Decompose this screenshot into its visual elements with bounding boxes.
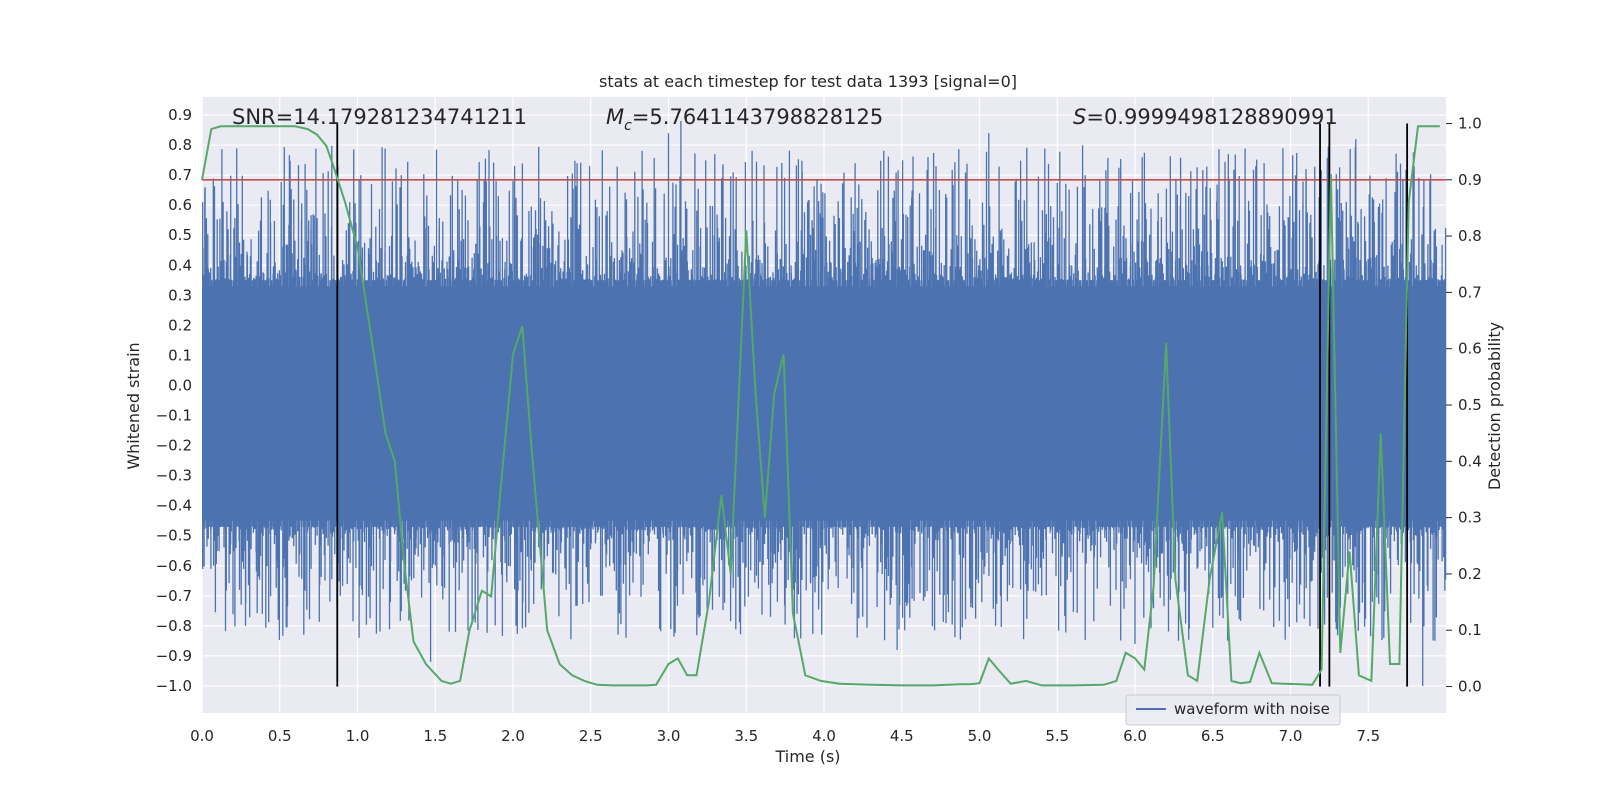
y-tick-label: −0.1 xyxy=(156,407,192,425)
x-axis-label: Time (s) xyxy=(774,747,840,766)
chirp-mass-subscript: c xyxy=(624,118,632,134)
chirp-mass-value: =5.7641143798828125 xyxy=(632,105,883,129)
snr-annotation: SNR=14.179281234741211 xyxy=(232,105,527,129)
y-tick-labels: 0.9 0.8 0.7 0.6 0.5 0.4 0.3 0.2 0.1 0.0 −0.1 −0.2 −0… xyxy=(156,106,192,695)
y2-tick-label: 0.6 xyxy=(1458,340,1482,358)
y-tick-label: −0.9 xyxy=(156,647,192,665)
s-symbol: S xyxy=(1073,105,1086,129)
y-tick-label: −0.3 xyxy=(156,467,192,485)
chirp-mass-annotation: Mc=5.7641143798828125 xyxy=(606,105,883,134)
y-tick-label: 0.8 xyxy=(168,136,192,154)
x-tick-label: 5.5 xyxy=(1045,727,1069,745)
y2-tick-label: 0.2 xyxy=(1458,565,1482,583)
y2-tick-labels: 1.0 0.9 0.8 0.7 0.6 0.5 0.4 0.3 0.2 0.1 0.0 xyxy=(1446,114,1482,696)
y-tick-label: −0.2 xyxy=(156,437,192,455)
x-tick-label: 4.5 xyxy=(890,727,914,745)
y-tick-label: −0.5 xyxy=(156,527,192,545)
s-value: =0.9999498128890991 xyxy=(1086,105,1337,129)
y-tick-label: 0.7 xyxy=(168,166,192,184)
y-tick-label: 0.6 xyxy=(168,196,192,214)
y-tick-label: 0.1 xyxy=(168,346,192,364)
x-tick-label: 6.0 xyxy=(1123,727,1147,745)
y2-tick-label: 1.0 xyxy=(1458,114,1482,132)
y-tick-label: −0.6 xyxy=(156,557,192,575)
legend-label: waveform with noise xyxy=(1174,700,1330,718)
y-axis-label: Whitened strain xyxy=(124,342,143,469)
y-tick-label: 0.5 xyxy=(168,226,192,244)
y-tick-label: −0.7 xyxy=(156,587,192,605)
x-tick-label: 6.5 xyxy=(1201,727,1225,745)
y-tick-label: 0.9 xyxy=(168,106,192,124)
y-tick-label: 0.3 xyxy=(168,286,192,304)
x-tick-label: 4.0 xyxy=(812,727,836,745)
y-tick-label: −0.4 xyxy=(156,497,192,515)
x-tick-label: 5.0 xyxy=(968,727,992,745)
y2-tick-label: 0.7 xyxy=(1458,283,1482,301)
x-tick-label: 2.0 xyxy=(501,727,525,745)
y-tick-label: 0.4 xyxy=(168,256,192,274)
y2-tick-label: 0.1 xyxy=(1458,621,1482,639)
x-tick-label: 2.5 xyxy=(579,727,603,745)
y2-tick-label: 0.4 xyxy=(1458,452,1482,470)
waveform-series xyxy=(202,121,1447,686)
y2-tick-label: 0.0 xyxy=(1458,678,1482,696)
x-tick-label: 1.0 xyxy=(346,727,370,745)
y-tick-label: 0.2 xyxy=(168,316,192,334)
chart-title: stats at each timestep for test data 139… xyxy=(599,72,1017,91)
x-tick-label: 0.5 xyxy=(268,727,292,745)
x-tick-label: 3.5 xyxy=(734,727,758,745)
legend-box xyxy=(1125,694,1341,726)
x-tick-label: 7.0 xyxy=(1279,727,1303,745)
y-tick-label: −1.0 xyxy=(156,677,192,695)
x-tick-label: 7.5 xyxy=(1356,727,1380,745)
x-tick-label: 3.0 xyxy=(657,727,681,745)
chirp-mass-symbol: M xyxy=(606,105,624,129)
legend: waveform with noise xyxy=(1125,694,1341,726)
y2-axis-label: Detection probability xyxy=(1485,322,1504,490)
x-tick-label: 1.5 xyxy=(423,727,447,745)
y2-tick-label: 0.8 xyxy=(1458,227,1482,245)
y2-tick-label: 0.5 xyxy=(1458,396,1482,414)
s-annotation: S=0.9999498128890991 xyxy=(1073,105,1338,129)
y-tick-label: −0.8 xyxy=(156,617,192,635)
y2-tick-label: 0.3 xyxy=(1458,509,1482,527)
detection-probability-line xyxy=(201,125,1440,687)
x-tick-label: 0.0 xyxy=(190,727,214,745)
x-tick-labels: 0.0 0.5 1.0 1.5 2.0 2.5 3.0 3.5 4.0 4.5 5.0 5.5 6.0 6… xyxy=(190,727,1380,745)
y-tick-label: 0.0 xyxy=(168,376,192,394)
y2-tick-label: 0.9 xyxy=(1458,171,1482,189)
